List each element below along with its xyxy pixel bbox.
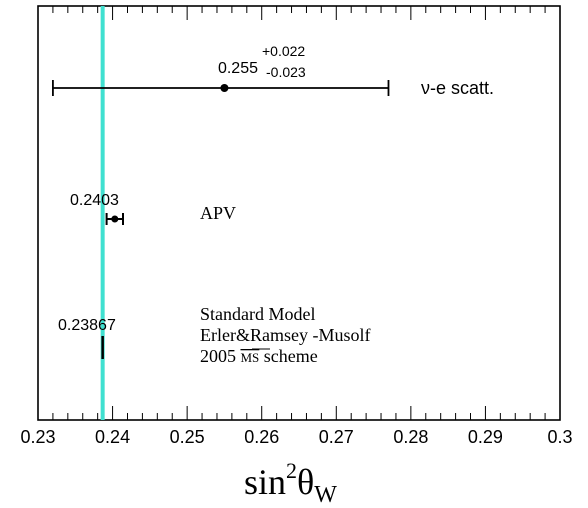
scheme-ms: MS [241,350,260,365]
plot-frame [37,5,561,421]
nu-e-err-plus-label: +0.022 [262,43,305,59]
standard-model-label-line-1: Standard Model [200,304,315,324]
x-axis-label: sin2θW [244,458,337,508]
x-axis-label-theta: θ [297,462,314,502]
x-axis-label-base: sin [244,462,286,502]
x-tick-label: 0.27 [319,427,354,447]
point-nu-e-scattering: 0.255 +0.022 -0.023 ν-e scatt. [52,43,494,98]
axis-ticks [37,6,561,420]
x-tick-label: 0.25 [170,427,205,447]
x-tick-labels: 0.23 0.24 0.25 0.26 0.27 0.28 0.29 0.3 [20,427,572,447]
scheme-year: 2005 [200,346,241,366]
standard-model-value-label: 0.23867 [58,317,116,334]
nu-e-value-label: 0.255 [218,60,258,77]
x-tick-label: 0.29 [468,427,503,447]
x-tick-label: 0.28 [393,427,428,447]
nu-e-point-marker [220,84,229,92]
point-apv: 0.2403 APV [70,192,236,225]
x-tick-label: 0.26 [244,427,279,447]
x-axis-label-sup: 2 [286,458,297,483]
x-tick-label: 0.24 [95,427,130,447]
standard-model-label-line-2: Erler&Ramsey -Musolf [200,325,370,345]
nu-e-err-minus-label: -0.023 [266,64,306,80]
apv-point-marker [111,215,119,223]
apv-series-label: APV [200,203,236,223]
x-tick-label: 0.23 [20,427,55,447]
nu-e-series-label: ν-e scatt. [421,78,494,98]
apv-value-label: 0.2403 [70,192,119,209]
x-tick-label: 0.3 [547,427,572,447]
standard-model-label-line-3: 2005 MS scheme [200,346,318,366]
scheme-suffix: scheme [259,346,317,366]
x-axis-label-sub: W [314,482,337,508]
point-standard-model: 0.23867 Standard Model Erler&Ramsey -Mus… [58,304,370,366]
